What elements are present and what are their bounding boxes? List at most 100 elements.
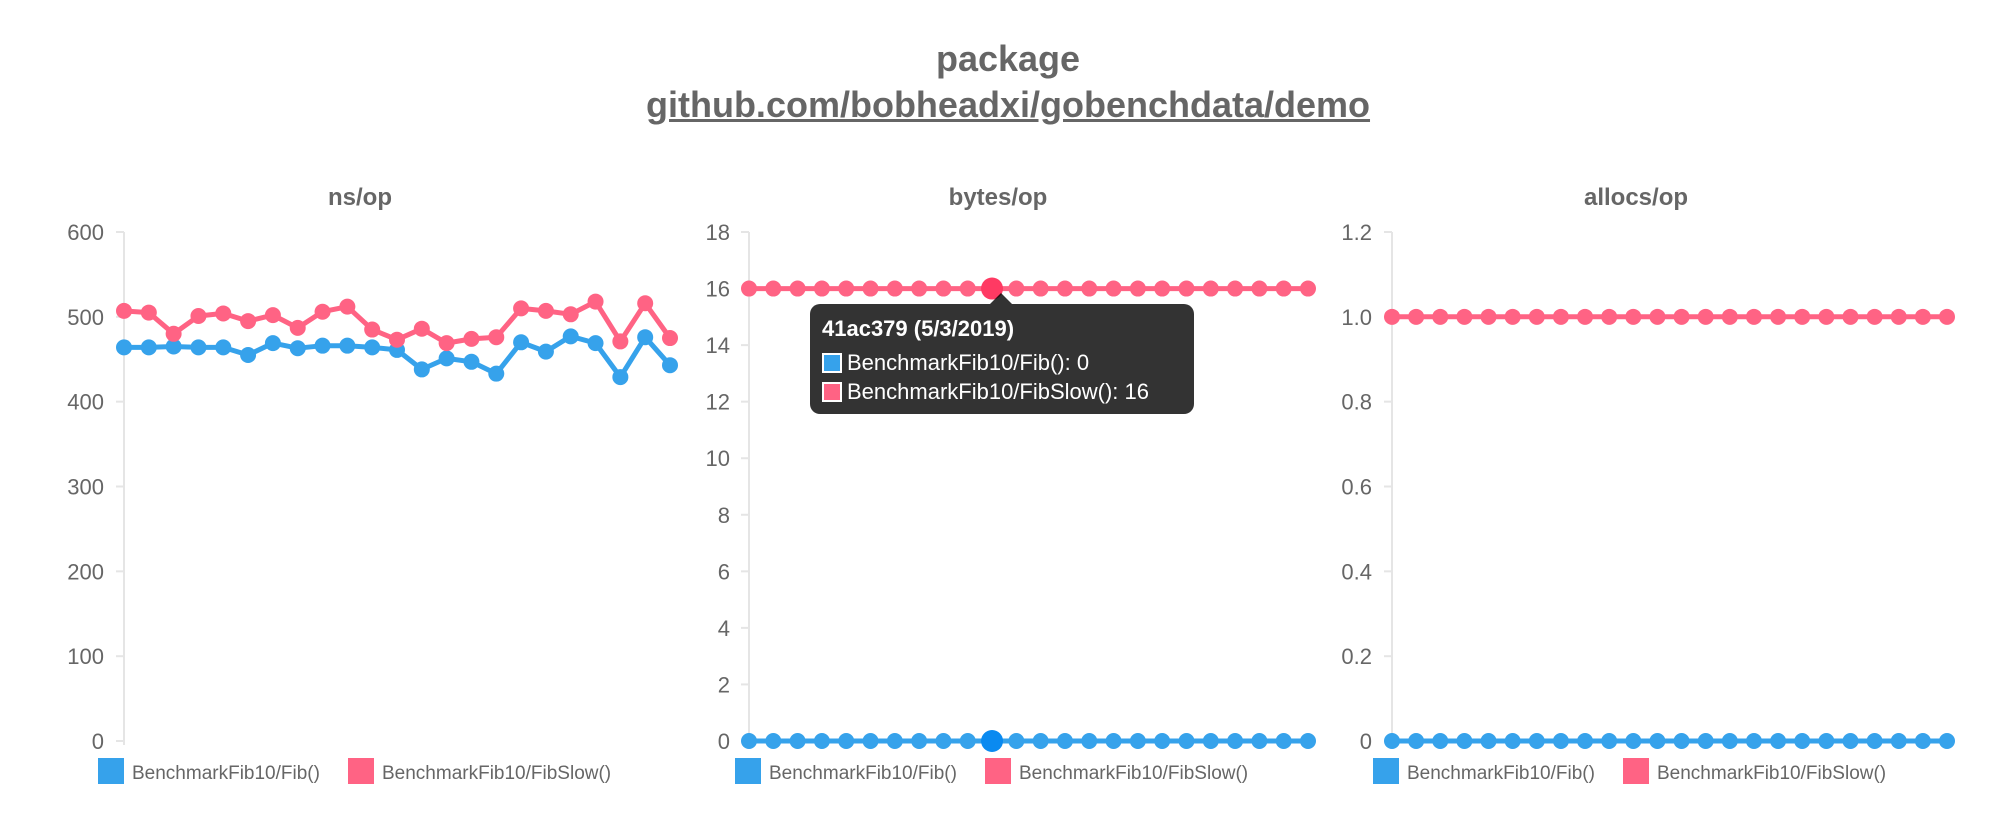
data-point[interactable] [1745, 308, 1762, 325]
data-point[interactable] [140, 339, 157, 356]
data-point[interactable] [1227, 280, 1244, 297]
data-point[interactable] [1056, 280, 1073, 297]
data-point[interactable] [959, 733, 976, 749]
data-point[interactable] [537, 302, 554, 319]
data-point[interactable] [289, 319, 306, 336]
data-point[interactable] [1842, 308, 1859, 325]
data-point[interactable] [662, 357, 678, 374]
data-point[interactable] [862, 280, 879, 297]
data-point[interactable] [1939, 308, 1955, 325]
data-point[interactable] [1818, 733, 1835, 749]
data-point[interactable] [612, 369, 629, 386]
data-point[interactable] [1300, 280, 1316, 297]
legend-label[interactable]: BenchmarkFib10/Fib() [1407, 763, 1595, 784]
data-point[interactable] [789, 280, 806, 297]
data-point[interactable] [438, 350, 455, 367]
data-point[interactable] [1480, 733, 1497, 749]
data-point[interactable] [838, 280, 855, 297]
data-point[interactable] [935, 280, 952, 297]
data-point[interactable] [1384, 308, 1400, 325]
data-point[interactable] [215, 305, 232, 322]
data-point[interactable] [289, 340, 306, 357]
data-point[interactable] [488, 365, 505, 382]
data-point[interactable] [587, 335, 604, 352]
data-point[interactable] [1649, 733, 1666, 749]
data-point[interactable] [1178, 280, 1195, 297]
data-point[interactable] [1866, 733, 1883, 749]
data-point[interactable] [886, 280, 903, 297]
data-point[interactable] [1480, 308, 1497, 325]
data-point[interactable] [1251, 733, 1268, 749]
data-point[interactable] [339, 337, 356, 354]
data-point[interactable] [1008, 733, 1025, 749]
data-point[interactable] [1673, 308, 1690, 325]
data-point[interactable] [1456, 733, 1473, 749]
data-point[interactable] [1528, 308, 1545, 325]
data-point[interactable] [813, 733, 830, 749]
data-point[interactable] [513, 334, 530, 351]
data-point[interactable] [1577, 308, 1594, 325]
data-point[interactable] [612, 333, 629, 350]
data-point[interactable] [339, 298, 356, 315]
data-point[interactable] [911, 733, 928, 749]
data-point[interactable] [1794, 308, 1811, 325]
data-point[interactable] [1842, 733, 1859, 749]
data-point[interactable] [389, 331, 405, 348]
data-point[interactable] [981, 730, 1004, 752]
data-point[interactable] [264, 335, 281, 352]
data-point[interactable] [1456, 308, 1473, 325]
data-point[interactable] [1794, 733, 1811, 749]
data-point[interactable] [1504, 308, 1521, 325]
data-point[interactable] [587, 293, 604, 310]
data-point[interactable] [1432, 733, 1449, 749]
data-point[interactable] [1251, 280, 1268, 297]
data-point[interactable] [513, 300, 530, 317]
data-point[interactable] [1528, 733, 1545, 749]
data-point[interactable] [1408, 733, 1425, 749]
data-point[interactable] [165, 325, 182, 342]
data-point[interactable] [1697, 733, 1714, 749]
data-point[interactable] [1914, 733, 1931, 749]
data-point[interactable] [1552, 733, 1569, 749]
data-point[interactable] [1202, 280, 1219, 297]
data-point[interactable] [1178, 733, 1195, 749]
data-point[interactable] [637, 329, 654, 346]
data-point[interactable] [1601, 308, 1618, 325]
package-link[interactable]: github.com/bobheadxi/gobenchdata/demo [645, 84, 1371, 125]
data-point[interactable] [116, 339, 132, 356]
data-point[interactable] [911, 280, 928, 297]
data-point[interactable] [1032, 733, 1049, 749]
legend-label[interactable]: BenchmarkFib10/Fib() [132, 763, 320, 784]
data-point[interactable] [215, 339, 232, 356]
data-point[interactable] [463, 353, 480, 370]
data-point[interactable] [1721, 733, 1738, 749]
data-point[interactable] [1770, 308, 1787, 325]
data-point[interactable] [935, 733, 952, 749]
data-point[interactable] [1504, 733, 1521, 749]
data-point[interactable] [190, 307, 207, 324]
legend-label[interactable]: BenchmarkFib10/Fib() [769, 763, 957, 784]
data-point[interactable] [1866, 308, 1883, 325]
data-point[interactable] [838, 733, 855, 749]
data-point[interactable] [1275, 280, 1292, 297]
data-point[interactable] [364, 321, 381, 338]
data-point[interactable] [1914, 308, 1931, 325]
data-point[interactable] [662, 330, 678, 347]
data-point[interactable] [413, 361, 430, 378]
data-point[interactable] [1032, 280, 1049, 297]
data-point[interactable] [1625, 733, 1642, 749]
data-point[interactable] [1227, 733, 1244, 749]
data-point[interactable] [537, 343, 554, 360]
data-point[interactable] [488, 329, 505, 346]
legend-swatch[interactable] [735, 758, 761, 784]
data-point[interactable] [314, 303, 331, 320]
legend-swatch[interactable] [348, 758, 374, 784]
legend-label[interactable]: BenchmarkFib10/FibSlow() [382, 763, 611, 784]
data-point[interactable] [1625, 308, 1642, 325]
data-point[interactable] [1890, 308, 1907, 325]
data-point[interactable] [264, 307, 281, 324]
data-point[interactable] [562, 328, 579, 345]
data-point[interactable] [1432, 308, 1449, 325]
data-point[interactable] [314, 337, 331, 354]
data-point[interactable] [789, 733, 806, 749]
